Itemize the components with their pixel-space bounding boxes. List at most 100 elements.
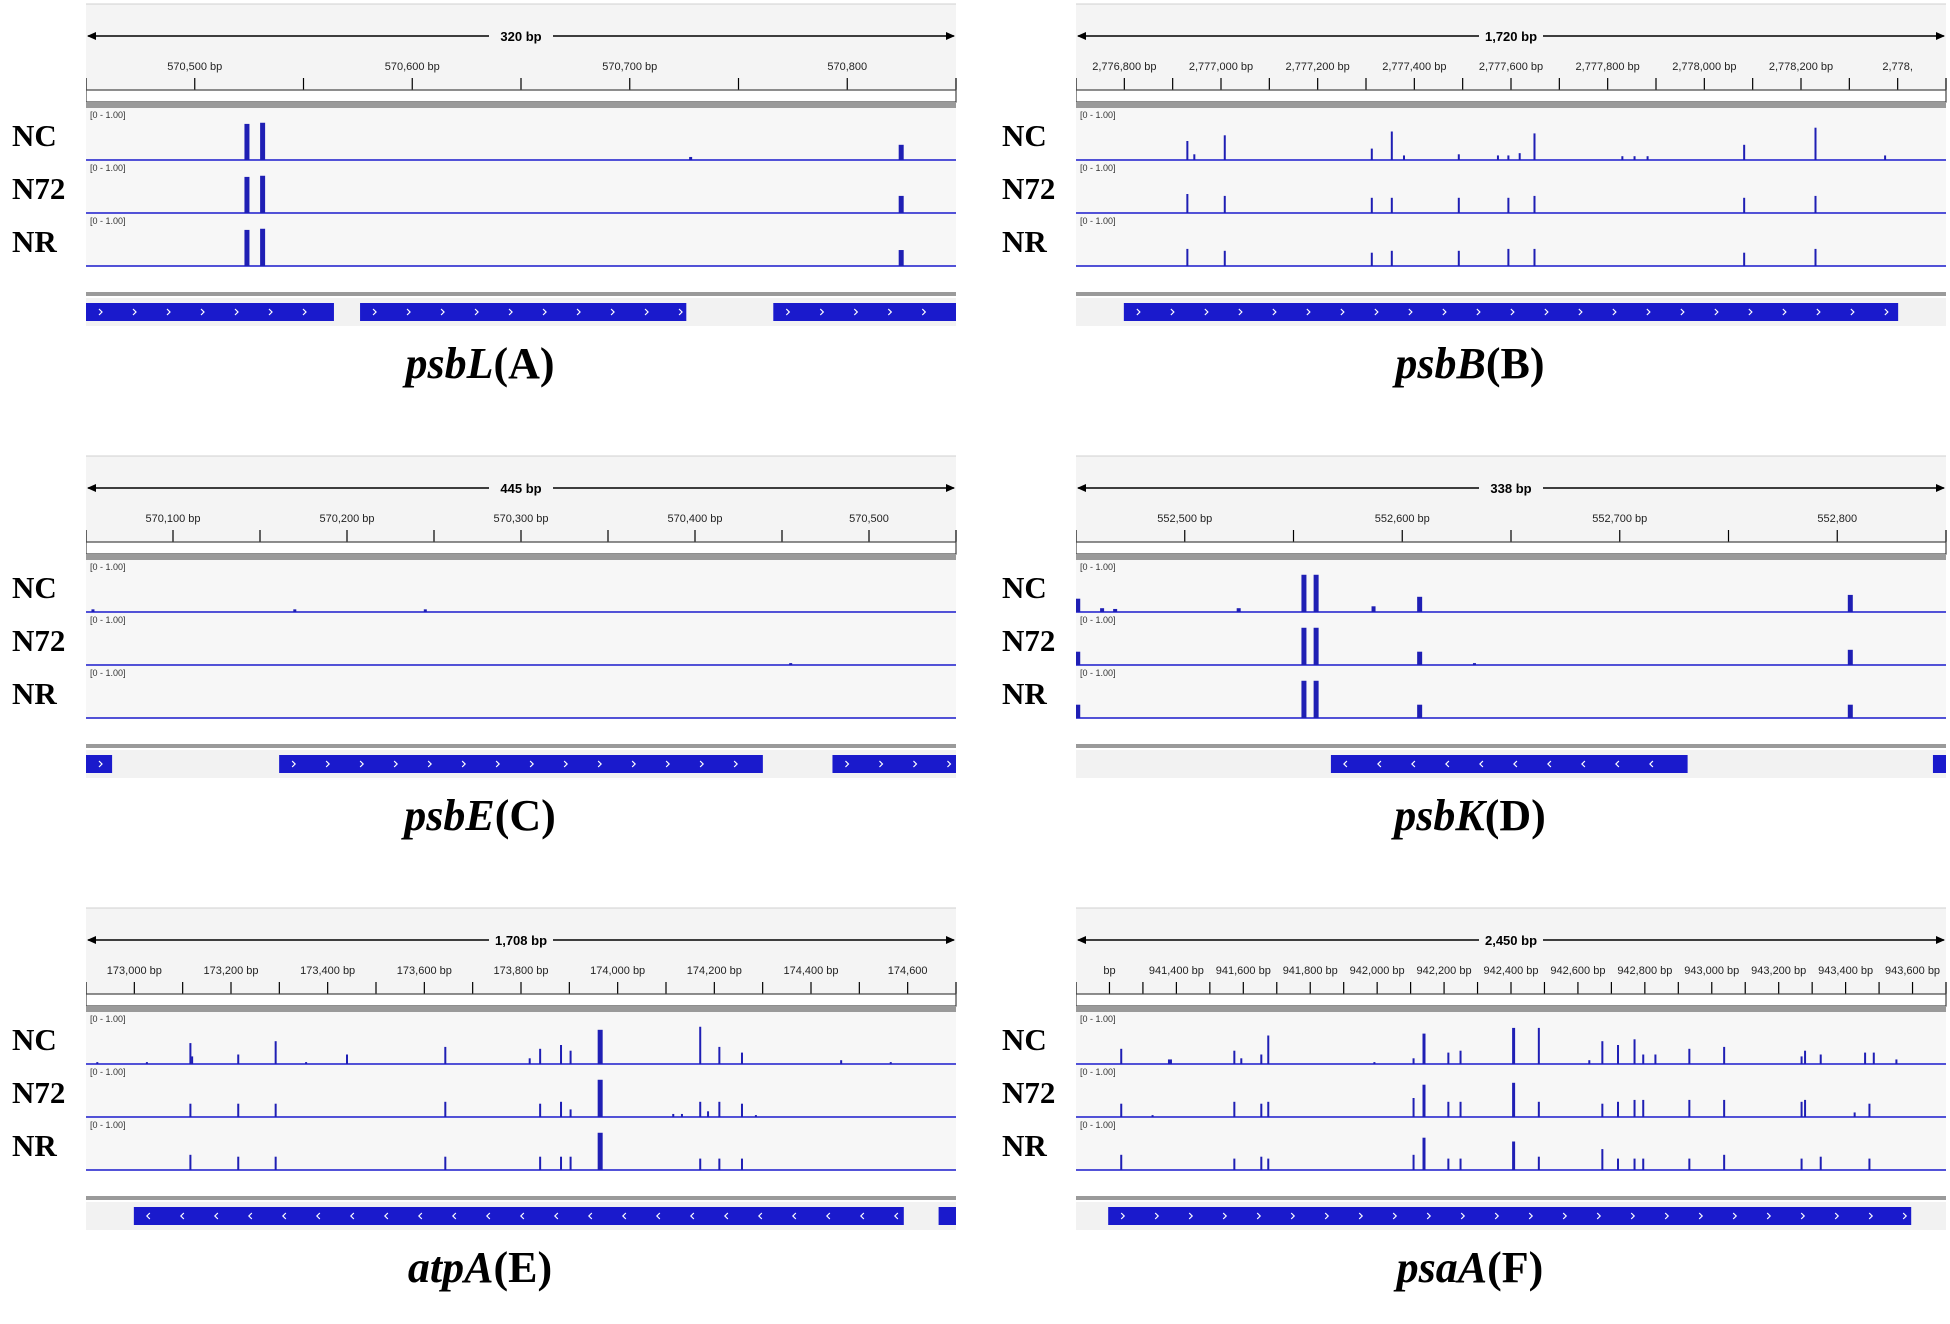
coverage-peak [1507,248,1510,266]
coverage-peak [1417,651,1423,665]
chevron-left-icon [826,1212,831,1220]
chevron-left-icon [1615,760,1620,768]
chevron-right-icon [325,760,330,768]
coverage-peak [672,1113,675,1117]
ruler-tick-label: 2,776,800 bp [1092,61,1156,73]
ruler-tick-label: 941,400 bp [1149,965,1204,977]
panel-caption: psbB(B) [990,340,1950,388]
chevron-right-icon [1374,308,1379,316]
data-range-label: [0 - 1.00] [1080,562,1116,572]
chevron-right-icon [644,308,649,316]
span-arrow-right-icon [946,936,955,944]
coverage-peak [1233,1158,1236,1170]
coverage-peak [740,1103,743,1117]
coverage-peak [1847,649,1853,665]
coverage-peak [740,1052,743,1064]
gene-name: psbE [404,791,495,840]
chevron-right-icon [166,308,171,316]
coverage-peak [1601,1103,1604,1117]
coverage-peak [680,1113,683,1117]
panel-f: NC N72 NR psaA(F) 2,450 bp bp 941,400 bp 941,60… [990,904,1950,1324]
chevron-right-icon [200,308,205,316]
coverage-peak [1240,1058,1243,1064]
track-label-nr: NR [12,676,57,711]
coverage-peak [1743,197,1746,213]
ruler-tick-label: 570,400 bp [667,513,722,525]
chevron-left-icon [384,1212,389,1220]
chevron-right-icon [879,760,884,768]
data-range-label: [0 - 1.00] [1080,110,1116,120]
coverage-peak [1371,606,1376,612]
coverage-peak [1868,1103,1871,1117]
coverage-peak [539,1103,542,1117]
coverage-peak [1390,131,1393,160]
chevron-right-icon [845,760,850,768]
chevron-right-icon [576,308,581,316]
chevron-right-icon [1238,308,1243,316]
coverage-peak [1193,154,1196,160]
chevron-right-icon [474,308,479,316]
span-arrow-right-icon [946,484,955,492]
track-label-n72: N72 [1002,171,1056,206]
track-label-nr: NR [1002,224,1047,259]
ruler-tick-label: 942,800 bp [1617,965,1672,977]
ruler-tick-label: 173,000 bp [107,965,162,977]
coverage-peak [1533,248,1536,266]
coverage-peak [1390,197,1393,213]
coverage-peak [1236,608,1241,612]
coverage-peak [754,1115,757,1117]
coverage-peak [1459,1158,1462,1170]
coverage-peak [189,1154,192,1170]
span-arrow-left-icon [1077,484,1086,492]
coverage-peak [1120,1154,1123,1170]
coverage-peak [1457,197,1460,213]
coverage-peak [293,609,297,612]
data-range-label: [0 - 1.00] [1080,1014,1116,1024]
coverage-peak [718,1046,721,1064]
ruler-tick-label: 570,300 bp [493,513,548,525]
data-range-label: [0 - 1.00] [90,1067,126,1077]
track-label-nc: NC [12,570,57,605]
panel-a: NC N72 NR psbL(A) 320 bp 570,500 bp 570,600 bp… [0,0,960,420]
chevron-left-icon [792,1212,797,1220]
coverage-peak [1412,1154,1415,1170]
chevron-left-icon [316,1212,321,1220]
track-label-n72: N72 [12,623,66,658]
chevron-right-icon [427,760,432,768]
span-arrow-left-icon [87,936,96,944]
coverage-peak [1518,153,1521,160]
chevron-left-icon [486,1212,491,1220]
coverage-peak [244,176,250,213]
gene-name: psbB [1395,339,1486,388]
coverage-peak [244,229,250,266]
chevron-right-icon [1834,1212,1840,1220]
chevron-right-icon [1884,308,1889,316]
panel-caption: psbE(C) [0,792,960,840]
ruler-tick-label: 943,600 bp [1885,965,1940,977]
coverage-peak [1621,156,1624,160]
span-arrow-right-icon [1936,936,1945,944]
panel-letter: (F) [1487,1243,1544,1292]
coverage-peak [1301,574,1307,612]
coverage-peak [1853,1112,1856,1117]
chevron-right-icon [1120,1212,1126,1220]
coverage-peak [597,1029,603,1064]
coverage-peak [1301,627,1307,665]
chevron-right-icon [440,308,445,316]
coverage-peak [1233,1101,1236,1117]
coverage-peak [1512,1141,1516,1170]
coverage-peak [1447,1158,1450,1170]
chevron-right-icon [1850,308,1855,316]
gene-feature-block [773,303,956,321]
coverage-peak [1804,1050,1807,1064]
igv-browser-view: 1,720 bp 2,776,800 bp 2,777,000 bp 2,777,20… [1076,3,1947,326]
track-label-nc: NC [12,118,57,153]
coverage-peak [718,1158,721,1170]
gene-feature-block [86,303,334,321]
coverage-peak [539,1156,542,1170]
coverage-peak [1633,1099,1636,1117]
coverage-peak [1800,1056,1803,1064]
panel-c: NC N72 NR psbE(C) 445 bp 570,100 bp 570,200 bp… [0,452,960,872]
coverage-peak [1370,197,1373,213]
coverage-peak [274,1103,277,1117]
